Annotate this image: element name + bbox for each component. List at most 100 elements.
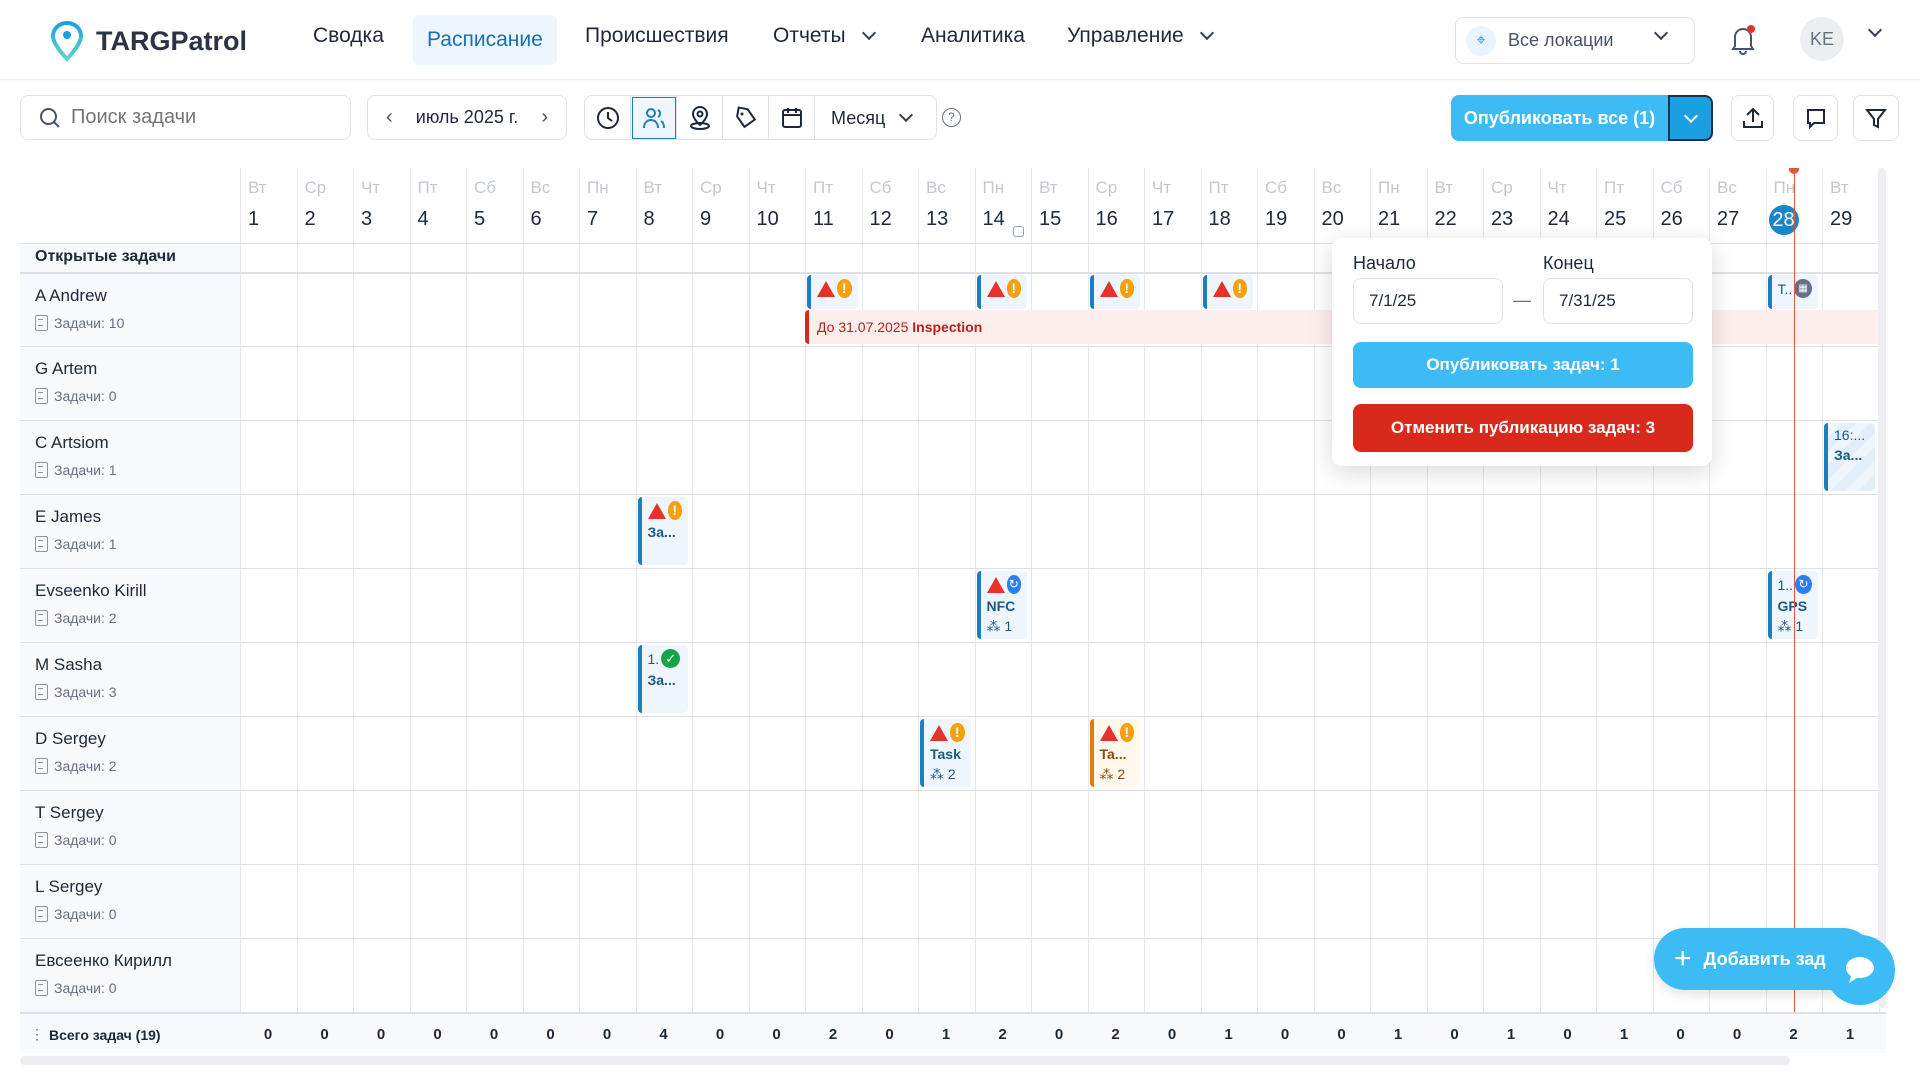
day-number[interactable]: 24 <box>1547 208 1570 230</box>
day-number[interactable]: 27 <box>1717 208 1740 230</box>
export-button[interactable] <box>1731 95 1774 141</box>
day-number[interactable]: 2 <box>304 208 316 230</box>
unpublish-tasks-button[interactable]: Отменить публикацию задач: 3 <box>1353 404 1693 452</box>
start-date-input[interactable]: 7/1/25 <box>1353 278 1503 324</box>
day-number[interactable]: 23 <box>1491 208 1514 230</box>
day-number[interactable]: 14 <box>982 208 1005 230</box>
day-number[interactable]: 26 <box>1660 208 1683 230</box>
location-select[interactable]: ⌖ Все локации <box>1455 17 1695 64</box>
view-people-button[interactable] <box>631 96 677 139</box>
employee-cell[interactable]: G Artem Задачи: 0 <box>20 347 240 420</box>
publish-tasks-button[interactable]: Опубликовать задач: 1 <box>1353 342 1693 388</box>
exclamation-icon: ! <box>1232 279 1247 298</box>
prev-month-button[interactable]: ‹ <box>386 106 393 128</box>
day-number[interactable]: 3 <box>361 208 373 230</box>
day-number[interactable]: 4 <box>417 208 429 230</box>
day-number[interactable]: 20 <box>1321 208 1344 230</box>
horizontal-scrollbar[interactable] <box>20 1056 1790 1065</box>
nav-item[interactable]: Сводка <box>313 24 384 48</box>
nav-item[interactable]: Аналитика <box>921 24 1025 48</box>
nav-label: Происшествия <box>585 24 729 47</box>
day-number[interactable]: 9 <box>700 208 712 230</box>
day-number[interactable]: 6 <box>530 208 542 230</box>
nav-item[interactable]: Управление <box>1067 24 1218 48</box>
employee-cell[interactable]: Евсеенко Кирилл Задачи: 0 <box>20 939 240 1012</box>
day-of-week: Ср <box>700 178 722 197</box>
help-icon[interactable]: ? <box>942 108 961 127</box>
day-number[interactable]: 8 <box>643 208 655 230</box>
employee-cell[interactable]: D Sergey Задачи: 2 <box>20 717 240 790</box>
comments-button[interactable] <box>1793 95 1838 141</box>
employee-task-count: Задачи: 0 <box>35 832 225 848</box>
task-title: Task <box>930 746 961 762</box>
day-number[interactable]: 11 <box>813 208 834 230</box>
task-card[interactable]: ! <box>807 275 858 309</box>
employee-cell[interactable]: M Sasha Задачи: 3 <box>20 643 240 716</box>
publish-all-button[interactable]: Опубликовать все (1) <box>1451 95 1668 141</box>
employee-cell[interactable]: C Artsiom Задачи: 1 <box>20 421 240 494</box>
avatar[interactable]: KE <box>1800 17 1844 61</box>
day-number[interactable]: 12 <box>869 208 892 230</box>
nav-item[interactable]: Происшествия <box>585 24 729 48</box>
task-card[interactable]: ! <box>1202 275 1253 309</box>
day-number[interactable]: 1 <box>248 208 260 230</box>
employee-task-count: Задачи: 0 <box>35 906 225 922</box>
employee-cell[interactable]: L Sergey Задачи: 0 <box>20 865 240 938</box>
employee-cell[interactable]: T Sergey Задачи: 0 <box>20 791 240 864</box>
view-mode-select[interactable]: Месяц <box>815 96 936 139</box>
nav-item[interactable]: Расписание <box>413 15 557 65</box>
day-number[interactable]: 15 <box>1039 208 1062 230</box>
avatar-chevron-icon[interactable] <box>1867 22 1883 38</box>
day-number[interactable]: 22 <box>1434 208 1457 230</box>
nav-item[interactable]: Отчеты <box>773 24 880 48</box>
task-card[interactable]: ! За... <box>637 497 688 565</box>
filter-button[interactable] <box>1853 95 1899 141</box>
day-number[interactable]: 19 <box>1265 208 1288 230</box>
view-location-button[interactable] <box>677 96 723 139</box>
warning-icon <box>647 502 666 519</box>
day-comment-icon[interactable] <box>1012 226 1024 237</box>
employee-cell[interactable]: A Andrew Задачи: 10 <box>20 274 240 346</box>
day-number[interactable]: 21 <box>1378 208 1401 230</box>
task-card[interactable]: ! Task ⁂ 2 <box>920 719 971 787</box>
drag-handle-icon[interactable]: ⋮ <box>30 1026 44 1042</box>
chat-button[interactable] <box>1825 935 1895 1005</box>
task-card[interactable]: T.. ▦ <box>1767 275 1818 309</box>
task-card[interactable]: 1.. ↻ GPS ⁂ 1 <box>1767 571 1818 639</box>
task-card[interactable]: ↻ NFC ⁂ 1 <box>976 571 1027 639</box>
task-card[interactable]: ! Ta... ⁂ 2 <box>1089 719 1140 787</box>
day-number[interactable]: 29 <box>1830 208 1853 230</box>
day-number[interactable]: 5 <box>474 208 486 230</box>
warning-icon <box>1099 724 1118 741</box>
task-card[interactable]: ! <box>1089 275 1140 309</box>
day-number[interactable]: 7 <box>587 208 599 230</box>
view-tag-button[interactable] <box>723 96 769 139</box>
top-header: TARGPatrol Сводка Расписание Происшествия О… <box>0 0 1920 80</box>
day-number[interactable]: 10 <box>756 208 779 230</box>
day-total: 0 <box>433 1026 442 1043</box>
publish-options-button[interactable] <box>1668 95 1713 141</box>
view-time-button[interactable] <box>585 96 631 139</box>
day-number[interactable]: 16 <box>1095 208 1118 230</box>
search-box[interactable] <box>20 95 351 140</box>
task-card[interactable]: 1. ✓ За... <box>637 645 688 713</box>
view-calendar-button[interactable] <box>769 96 815 139</box>
day-number[interactable]: 17 <box>1152 208 1175 230</box>
employee-task-count: Задачи: 2 <box>35 610 225 626</box>
day-number[interactable]: 25 <box>1604 208 1627 230</box>
day-number[interactable]: 28 <box>1768 205 1799 235</box>
end-date-input[interactable]: 7/31/25 <box>1543 278 1693 324</box>
day-column-line <box>861 168 863 1053</box>
logo[interactable]: TARGPatrol <box>50 20 247 62</box>
task-card[interactable]: 16:... За... <box>1824 423 1875 491</box>
day-column-line <box>918 168 919 1053</box>
employee-cell[interactable]: E James Задачи: 1 <box>20 495 240 568</box>
task-card[interactable]: ! <box>976 275 1027 309</box>
employee-cell[interactable]: Evseenko Kirill Задачи: 2 <box>20 569 240 642</box>
notification-button[interactable] <box>1730 24 1756 56</box>
vertical-scrollbar[interactable] <box>1878 168 1886 1008</box>
day-number[interactable]: 18 <box>1208 208 1231 230</box>
next-month-button[interactable]: › <box>541 106 548 128</box>
day-number[interactable]: 13 <box>926 208 949 230</box>
search-input[interactable] <box>71 106 331 129</box>
